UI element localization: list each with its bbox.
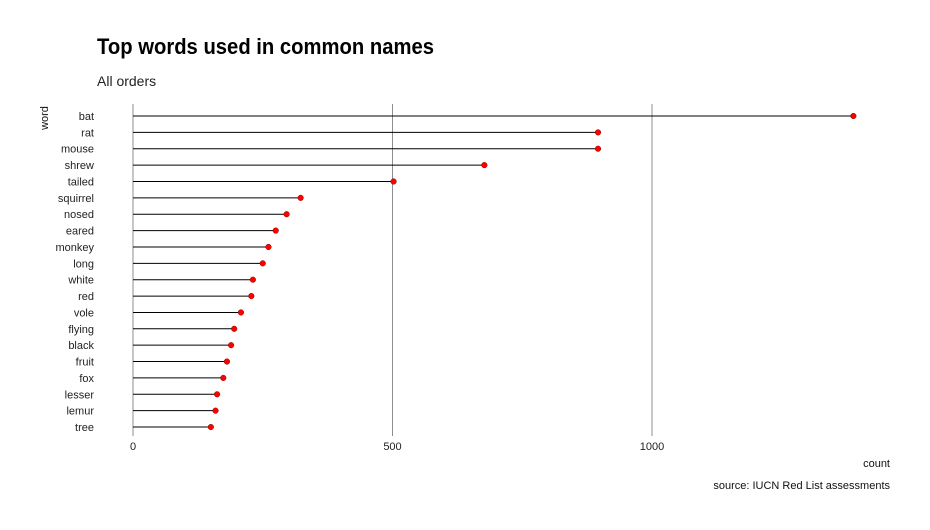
lollipop-point bbox=[850, 112, 857, 120]
lollipop-point bbox=[223, 358, 230, 365]
y-tick-label: long bbox=[73, 258, 94, 270]
y-tick-label: red bbox=[78, 291, 94, 303]
y-tick-label: lemur bbox=[66, 406, 94, 418]
y-tick-label: tree bbox=[75, 422, 94, 434]
lollipop-point bbox=[594, 129, 602, 136]
y-tick-label: squirrel bbox=[58, 193, 94, 205]
x-tick-label: 500 bbox=[383, 441, 401, 453]
chart-caption: source: IUCN Red List assessments bbox=[713, 480, 890, 492]
y-tick-label: shrew bbox=[65, 160, 94, 172]
y-tick-label: nosed bbox=[64, 209, 94, 221]
lollipop-point bbox=[390, 178, 397, 185]
lollipop-point bbox=[207, 423, 214, 431]
chart-title: Top words used in common names bbox=[97, 34, 435, 59]
lollipop-point bbox=[272, 227, 279, 234]
y-tick-label: vole bbox=[74, 307, 94, 319]
chart-subtitle: All orders bbox=[97, 73, 157, 89]
lollipop-stems bbox=[133, 115, 854, 428]
y-tick-label: fruit bbox=[76, 357, 94, 369]
y-axis-label: word bbox=[39, 106, 51, 131]
y-tick-label: tailed bbox=[68, 176, 94, 188]
y-tick-label: eared bbox=[66, 226, 94, 238]
y-tick-label: flying bbox=[68, 324, 94, 336]
lollipop-point bbox=[220, 374, 227, 381]
lollipop-point bbox=[594, 145, 602, 152]
y-tick-label: lesser bbox=[65, 389, 95, 401]
lollipop-point bbox=[212, 407, 219, 414]
lollipop-point bbox=[214, 391, 221, 398]
lollipop-point bbox=[231, 325, 238, 332]
x-axis-label: count bbox=[863, 458, 890, 470]
y-tick-label: black bbox=[68, 340, 94, 352]
lollipop-point bbox=[481, 162, 488, 169]
lollipop-point bbox=[248, 293, 255, 300]
y-tick-label: bat bbox=[79, 111, 94, 123]
y-tick-label: mouse bbox=[61, 144, 94, 156]
lollipop-point bbox=[228, 342, 235, 349]
lollipop-point bbox=[259, 260, 266, 267]
lollipop-point bbox=[265, 243, 272, 251]
lollipop-point bbox=[237, 309, 245, 316]
lollipop-point bbox=[283, 211, 290, 218]
x-tick-labels: 0 500 1000 bbox=[130, 441, 664, 453]
y-tick-label: fox bbox=[79, 373, 94, 385]
y-tick-label: white bbox=[67, 275, 94, 287]
y-tick-label: rat bbox=[81, 127, 94, 139]
lollipop-points bbox=[207, 112, 857, 431]
x-tick-label: 0 bbox=[130, 441, 136, 453]
lollipop-point bbox=[249, 276, 256, 283]
grid-lines bbox=[132, 104, 653, 436]
x-tick-label: 1000 bbox=[640, 441, 664, 453]
lollipop-point bbox=[297, 194, 304, 201]
y-tick-labels: bat rat mouse shrew tailed squirrel nosed eared… bbox=[55, 111, 94, 434]
y-tick-label: monkey bbox=[55, 242, 94, 254]
